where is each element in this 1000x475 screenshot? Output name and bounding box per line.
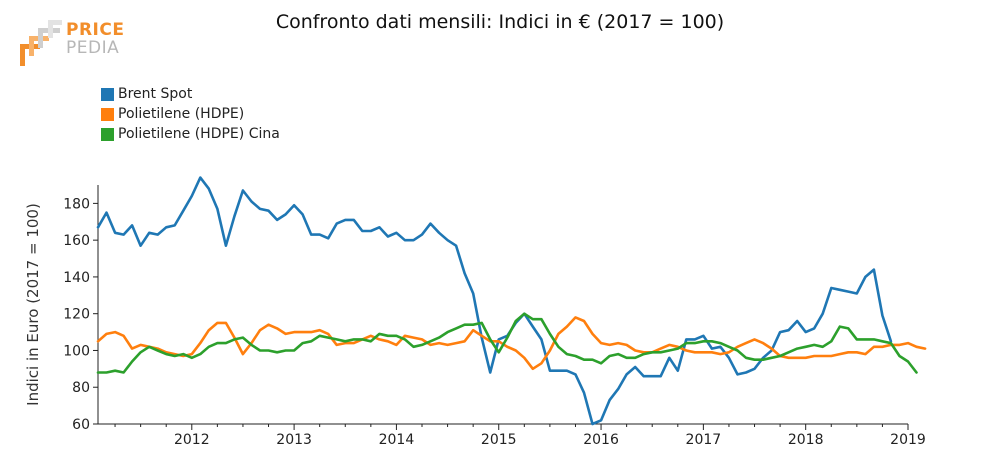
- legend-swatch-hdpe: [101, 107, 114, 121]
- legend-item-hdpe[interactable]: Polietilene (HDPE): [101, 104, 280, 124]
- chart-legend: Brent Spot Polietilene (HDPE) Polietilen…: [101, 84, 280, 144]
- logo-text-pedia: PEDIA: [66, 38, 120, 58]
- x-tick-label: 2014: [379, 432, 415, 448]
- series-line-0: [96, 176, 893, 426]
- legend-label-hdpe-cina: Polietilene (HDPE) Cina: [118, 126, 280, 142]
- chart-title: Confronto dati mensili: Indici in € (201…: [275, 11, 725, 33]
- pricepedia-logo: PRICE PEDIA: [18, 18, 128, 70]
- x-tick-label: 2016: [583, 432, 619, 448]
- y-tick-label: 140: [63, 270, 90, 286]
- x-tick-label: 2018: [788, 432, 824, 448]
- legend-swatch-brent: [101, 87, 114, 101]
- y-tick-label: 160: [63, 233, 90, 249]
- legend-label-brent: Brent Spot: [118, 86, 193, 102]
- x-tick-label: 2012: [174, 432, 210, 448]
- x-tick-label: 2019: [890, 432, 926, 448]
- x-tick-label: 2015: [481, 432, 517, 448]
- y-tick-label: 180: [63, 196, 90, 212]
- y-tick-label: 100: [63, 343, 90, 359]
- y-tick-label: 80: [72, 380, 90, 396]
- legend-item-hdpe-cina[interactable]: Polietilene (HDPE) Cina: [101, 124, 280, 144]
- legend-swatch-hdpe-cina: [101, 127, 114, 141]
- y-tick-label: 60: [72, 417, 90, 433]
- y-axis-label: Indici in Euro (2017 = 100): [24, 203, 42, 406]
- logo-mark-icon: [20, 20, 62, 66]
- series-line-2: [96, 312, 918, 374]
- x-tick-label: 2013: [276, 432, 312, 448]
- logo-text-price: PRICE: [66, 20, 125, 40]
- legend-label-hdpe: Polietilene (HDPE): [118, 106, 245, 122]
- x-tick-label: 2017: [686, 432, 722, 448]
- y-tick-label: 120: [63, 307, 90, 323]
- legend-item-brent[interactable]: Brent Spot: [101, 84, 280, 104]
